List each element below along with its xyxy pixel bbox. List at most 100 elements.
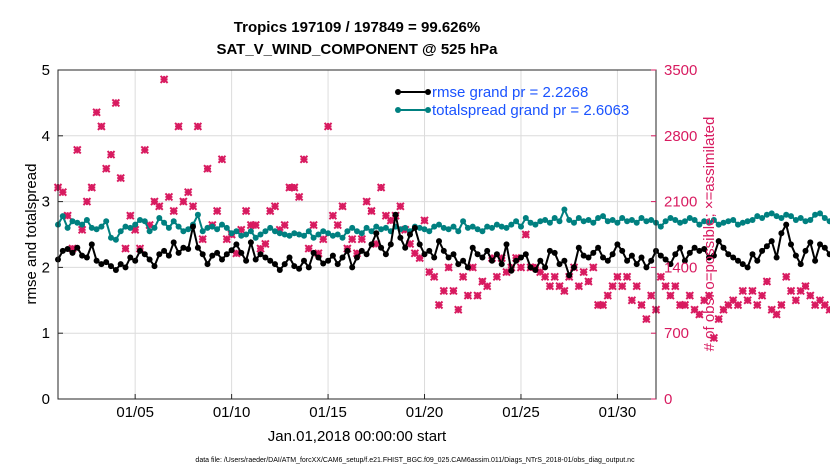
spread-point xyxy=(204,224,211,231)
rmse-point xyxy=(402,244,409,251)
spread-point xyxy=(382,224,389,231)
spread-point xyxy=(763,211,770,218)
rmse-point xyxy=(325,257,332,264)
rmse-series xyxy=(55,211,830,279)
spread-point xyxy=(648,217,655,223)
spread-point xyxy=(513,218,520,225)
obs-marker xyxy=(748,286,757,296)
obs-marker xyxy=(637,300,646,310)
rmse-point xyxy=(185,246,192,252)
obs-marker xyxy=(73,145,82,155)
obs-marker xyxy=(671,281,680,291)
rmse-point xyxy=(522,251,529,258)
spread-point xyxy=(257,231,264,238)
rmse-point xyxy=(537,257,544,264)
obs-marker xyxy=(362,197,371,206)
spread-point xyxy=(132,221,139,228)
spread-point xyxy=(243,231,250,238)
obs-marker xyxy=(777,300,786,310)
x-tick-label: 01/05 xyxy=(116,404,154,421)
rmse-point xyxy=(542,264,549,271)
spread-point xyxy=(363,224,370,231)
obs-marker xyxy=(188,202,198,211)
rmse-point xyxy=(633,261,640,268)
rmse-point xyxy=(305,264,312,271)
rmse-point xyxy=(286,254,293,261)
rmse-point xyxy=(354,254,360,261)
spread-point xyxy=(170,218,177,225)
spread-point xyxy=(537,218,544,225)
rmse-point xyxy=(127,254,134,261)
obs-marker xyxy=(767,305,776,314)
obs-marker xyxy=(410,249,420,258)
spread-point xyxy=(272,228,278,235)
spread-point xyxy=(79,221,86,228)
rmse-point xyxy=(407,231,413,238)
spread-point xyxy=(503,224,510,231)
spread-point xyxy=(681,218,688,225)
rmse-point xyxy=(344,247,351,254)
spread-point xyxy=(262,228,269,235)
rmse-point xyxy=(204,261,211,268)
rmse-point xyxy=(527,264,534,271)
rmse-point xyxy=(600,254,606,261)
spread-point xyxy=(826,218,830,225)
obs-marker xyxy=(251,220,260,230)
spread-point xyxy=(69,218,76,225)
obs-marker xyxy=(333,220,342,230)
spread-point xyxy=(802,218,809,225)
spread-point xyxy=(643,218,650,225)
spread-point xyxy=(315,231,322,238)
rmse-point xyxy=(411,224,418,231)
obs-marker xyxy=(584,277,593,286)
obs-marker xyxy=(743,296,752,305)
obs-marker xyxy=(106,150,116,159)
rmse-point xyxy=(464,264,471,271)
spread-point xyxy=(619,215,626,221)
spread-point xyxy=(325,230,332,237)
y2-axis-label: # of obs: o=possible; ×=assimilated xyxy=(701,117,718,352)
spread-point xyxy=(730,217,737,223)
spread-point xyxy=(735,221,741,228)
obs-marker xyxy=(92,108,101,117)
rmse-point xyxy=(812,257,819,264)
spread-point xyxy=(286,232,293,239)
spread-point xyxy=(672,217,679,223)
spread-series xyxy=(55,206,830,243)
rmse-point xyxy=(672,251,679,258)
spread-point xyxy=(291,230,298,237)
rmse-point xyxy=(320,260,327,267)
rmse-point xyxy=(180,244,187,251)
obs-marker xyxy=(473,291,482,300)
spread-point xyxy=(378,226,385,233)
rmse-point xyxy=(194,244,201,251)
obs-marker xyxy=(319,234,328,244)
spread-point xyxy=(117,228,124,235)
obs-marker xyxy=(704,291,714,300)
y-tick-label: 5 xyxy=(42,62,50,79)
obs-marker xyxy=(140,145,150,155)
obs-marker xyxy=(622,272,632,282)
spread-point xyxy=(749,217,756,223)
rmse-point xyxy=(59,247,66,254)
obs-marker xyxy=(444,263,453,272)
spread-point xyxy=(686,215,693,221)
spread-point xyxy=(715,221,722,228)
obs-marker xyxy=(328,211,338,220)
rmse-point xyxy=(749,251,756,258)
spread-point xyxy=(821,215,828,221)
spread-point xyxy=(489,224,495,231)
obs-marker xyxy=(179,197,188,206)
spread-point xyxy=(561,206,568,213)
rmse-point xyxy=(93,257,100,264)
x-tick-label: 01/20 xyxy=(406,404,444,421)
rmse-point xyxy=(763,243,770,250)
rmse-point xyxy=(556,261,563,268)
obs-marker xyxy=(666,291,675,300)
spread-point xyxy=(691,217,698,223)
spread-point xyxy=(180,228,187,235)
spread-point xyxy=(604,218,611,225)
rmse-point xyxy=(648,257,655,264)
obs-marker xyxy=(516,263,526,272)
